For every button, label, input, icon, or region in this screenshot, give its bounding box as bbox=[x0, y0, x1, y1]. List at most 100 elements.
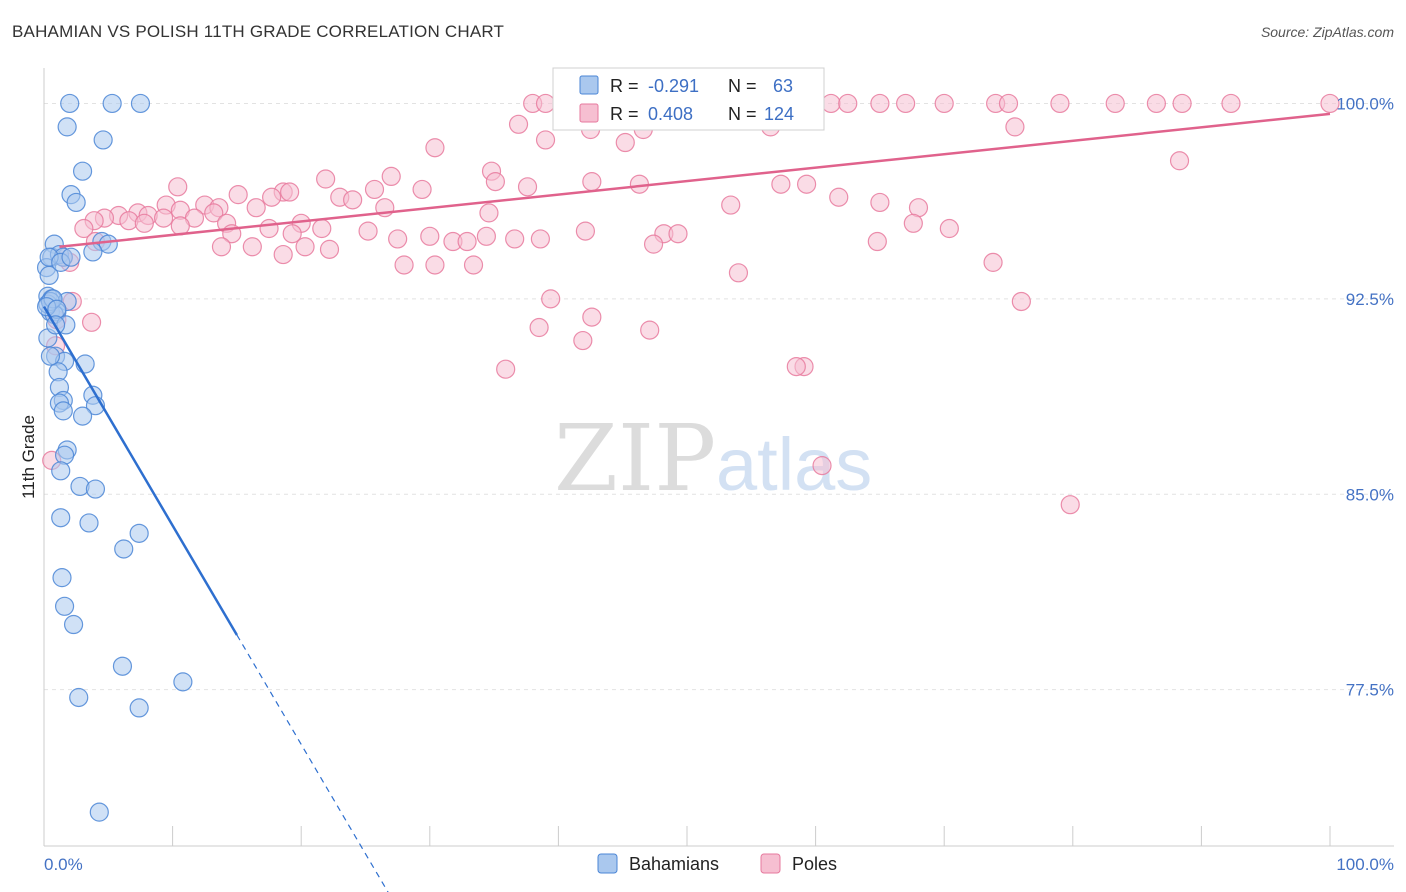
legend-r-label-1: R = bbox=[610, 76, 639, 96]
bahamians-point bbox=[69, 687, 89, 708]
poles-point bbox=[517, 177, 538, 197]
poles-point bbox=[153, 208, 174, 228]
poles-point bbox=[582, 307, 602, 327]
poles-point bbox=[838, 93, 858, 114]
poles-point bbox=[535, 130, 556, 150]
poles-point bbox=[319, 239, 340, 259]
poles-point bbox=[530, 229, 550, 249]
poles-point bbox=[463, 255, 484, 275]
legend-marker-bahamians bbox=[597, 853, 618, 874]
bahamians-point bbox=[89, 802, 109, 822]
poles-point bbox=[640, 320, 660, 340]
bahamians-point bbox=[40, 346, 61, 366]
bahamians-point bbox=[83, 242, 103, 262]
poles-point bbox=[1320, 93, 1340, 114]
poles-point bbox=[496, 359, 516, 379]
bahamians-point bbox=[61, 247, 81, 267]
poles-point bbox=[505, 229, 525, 249]
series-legend: Bahamians Poles bbox=[597, 853, 837, 874]
poles-point bbox=[1011, 291, 1031, 312]
bahamians-trend-extension bbox=[236, 634, 389, 892]
poles-point bbox=[934, 93, 954, 114]
poles-point bbox=[242, 237, 262, 257]
poles-trend-line bbox=[59, 112, 1331, 248]
poles-point bbox=[228, 185, 248, 205]
y-axis-label: 11th Grade bbox=[19, 415, 38, 499]
poles-point bbox=[425, 138, 445, 158]
stats-legend: R = -0.291 N = 63 R = 0.408 N = 124 bbox=[552, 67, 825, 131]
poles-point bbox=[615, 132, 635, 153]
bahamians-point bbox=[66, 192, 86, 213]
legend-marker-poles bbox=[760, 853, 781, 874]
poles-point bbox=[771, 174, 791, 194]
poles-point bbox=[983, 252, 1003, 272]
poles-point bbox=[896, 93, 916, 114]
poles-point bbox=[282, 224, 302, 244]
poles-point bbox=[412, 179, 432, 200]
poles-point bbox=[1050, 93, 1070, 114]
poles-point bbox=[998, 93, 1019, 114]
poles-point bbox=[457, 231, 477, 252]
poles-point bbox=[211, 237, 232, 257]
poles-point bbox=[582, 172, 602, 192]
legend-swatch-bahamians bbox=[579, 75, 599, 95]
poles-point bbox=[903, 213, 923, 233]
poles-point bbox=[812, 456, 832, 476]
poles-point bbox=[295, 237, 315, 257]
bahamians-point bbox=[129, 698, 149, 718]
bahamians-trend-line bbox=[42, 306, 238, 636]
bahamians-point bbox=[57, 117, 77, 137]
bahamians-point bbox=[98, 234, 118, 254]
poles-point bbox=[246, 198, 266, 218]
poles-point bbox=[485, 172, 505, 192]
poles-point bbox=[1221, 93, 1241, 114]
poles-point bbox=[280, 182, 300, 202]
poles-point bbox=[1005, 117, 1025, 137]
bahamians-point bbox=[112, 656, 133, 676]
y-tick-label: 100.0% bbox=[1336, 94, 1394, 113]
poles-point bbox=[134, 213, 154, 233]
poles-point bbox=[721, 195, 741, 215]
poles-point bbox=[168, 177, 188, 197]
poles-point bbox=[1105, 93, 1125, 114]
bahamians-point bbox=[53, 401, 73, 421]
x-ticks bbox=[43, 826, 1331, 846]
bahamians-point bbox=[102, 93, 122, 114]
bahamians-point bbox=[129, 523, 149, 543]
watermark-atlas: atlas bbox=[716, 423, 872, 506]
legend-r-label-2: R = bbox=[610, 104, 639, 124]
poles-point bbox=[316, 169, 336, 189]
source-label: Source: ZipAtlas.com bbox=[1260, 24, 1394, 40]
poles-point bbox=[425, 255, 445, 275]
bahamians-point bbox=[79, 513, 99, 533]
poles-point bbox=[74, 218, 94, 239]
poles-point bbox=[81, 312, 102, 332]
bahamians-point bbox=[52, 568, 72, 588]
legend-label-bahamians: Bahamians bbox=[629, 854, 719, 874]
poles-point bbox=[1060, 495, 1080, 515]
poles-point bbox=[364, 179, 385, 200]
bahamians-point bbox=[51, 508, 71, 528]
poles-point bbox=[381, 166, 401, 187]
legend-label-poles: Poles bbox=[792, 854, 837, 874]
poles-point bbox=[821, 93, 841, 114]
poles-point bbox=[204, 203, 224, 223]
bahamians-point bbox=[54, 596, 75, 616]
bahamians-point bbox=[63, 614, 84, 635]
poles-point bbox=[643, 234, 664, 254]
x-tick-label-max: 100.0% bbox=[1336, 855, 1394, 874]
poles-point bbox=[262, 187, 282, 207]
legend-n-value-poles: 124 bbox=[764, 104, 794, 124]
poles-point bbox=[870, 93, 890, 114]
bahamians-point bbox=[85, 479, 106, 499]
bahamians-point bbox=[72, 406, 93, 426]
poles-point bbox=[535, 93, 556, 114]
y-tick-labels: 77.5% 85.0% 92.5% 100.0% bbox=[1336, 94, 1394, 699]
x-tick-label-min: 0.0% bbox=[44, 855, 83, 874]
poles-point bbox=[786, 356, 806, 377]
poles-point bbox=[575, 221, 596, 241]
chart-title: BAHAMIAN VS POLISH 11TH GRADE CORRELATIO… bbox=[12, 22, 505, 41]
poles-point bbox=[529, 317, 549, 338]
poles-point bbox=[1172, 93, 1192, 114]
